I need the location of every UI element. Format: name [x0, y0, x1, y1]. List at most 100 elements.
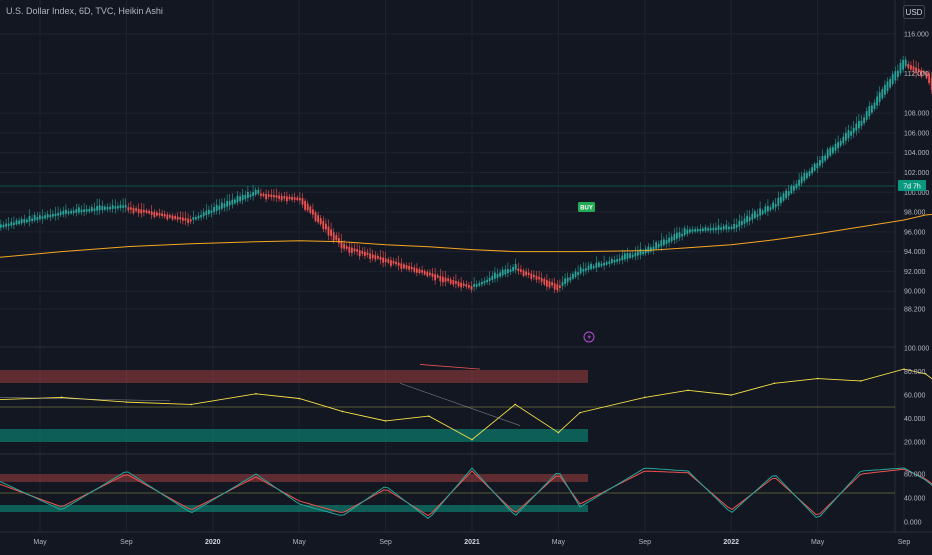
rsi-point [903, 368, 905, 370]
candle [852, 127, 855, 134]
candle [96, 205, 98, 211]
candle [806, 172, 808, 179]
candle [301, 198, 304, 205]
candle [192, 217, 195, 220]
candle [897, 70, 899, 77]
candle [176, 216, 179, 220]
moving-average-layer [0, 213, 932, 260]
candle [650, 247, 652, 252]
candle [325, 223, 327, 230]
price-tick-label: 100.000 [904, 190, 929, 197]
candle [410, 266, 413, 270]
candle [754, 211, 756, 219]
candle [231, 199, 234, 205]
candle [163, 214, 166, 217]
stoch-k-line [0, 467, 932, 520]
candle [52, 214, 54, 217]
candle [686, 229, 689, 234]
candle [514, 264, 517, 270]
candle [904, 59, 907, 67]
candle [863, 117, 865, 124]
candle [158, 212, 161, 216]
candle [699, 228, 702, 232]
candle [808, 171, 811, 176]
candle [605, 262, 608, 265]
candle [356, 249, 358, 252]
time-tick-label: 2020 [205, 539, 221, 546]
price-axis[interactable]: 116.000 112.000 108.000 106.000 104.000 102.0… [904, 32, 929, 527]
candle [683, 228, 686, 236]
candle [213, 206, 215, 212]
candle [616, 259, 618, 262]
candle [592, 265, 595, 269]
candle [39, 215, 41, 220]
rsi-point [514, 403, 516, 406]
price-tick-label: 112.000 [904, 71, 929, 78]
candle [135, 208, 137, 211]
rsi-point [60, 396, 63, 399]
candle [122, 205, 124, 208]
candle [109, 206, 111, 210]
candle [501, 269, 504, 276]
candle [790, 185, 793, 194]
candle [728, 226, 730, 230]
candle [512, 266, 514, 271]
candle [335, 235, 338, 241]
candle [330, 229, 332, 236]
candle [603, 262, 605, 266]
currency-button[interactable]: USD [903, 5, 925, 19]
rsi-line [0, 368, 932, 441]
candle [379, 256, 382, 260]
candle [384, 258, 387, 263]
candle [889, 79, 891, 88]
candle [117, 205, 119, 209]
candle [504, 269, 507, 275]
time-axis[interactable]: MaySep2020MaySep2021MaySep2022MaySep2023… [33, 539, 932, 546]
candle [423, 270, 426, 275]
time-tick-label: May [33, 539, 47, 546]
candle [878, 92, 881, 102]
candle [431, 273, 434, 277]
candle [140, 209, 143, 214]
candle [208, 209, 210, 215]
candle [317, 215, 319, 223]
rsi-point [298, 397, 301, 400]
candle [548, 281, 551, 288]
candle [585, 268, 587, 271]
candle [522, 270, 525, 276]
candle [26, 219, 28, 223]
candle [434, 274, 436, 281]
candle [577, 272, 579, 276]
lightning-icon[interactable] [583, 331, 595, 343]
candle [912, 66, 915, 71]
candle [530, 273, 533, 279]
candle [767, 205, 769, 212]
candle [611, 258, 613, 264]
candle [707, 228, 709, 231]
candle [920, 69, 923, 77]
candle [668, 237, 670, 243]
rsi-point [255, 393, 257, 395]
candle [772, 202, 774, 209]
candle [868, 106, 871, 117]
candle [338, 237, 340, 244]
candle [327, 226, 330, 236]
candle [444, 277, 447, 282]
candle [691, 229, 694, 232]
candle [137, 208, 140, 214]
candle [730, 226, 733, 230]
rsi-tick-label: 60.000 [904, 393, 926, 400]
rsi-point [773, 382, 776, 385]
candle [673, 234, 676, 241]
candle [621, 255, 624, 261]
candle [507, 269, 509, 274]
candle [358, 250, 361, 257]
candle [291, 196, 293, 200]
candle [759, 208, 761, 216]
candle [712, 227, 715, 231]
candle [91, 207, 93, 212]
candle [202, 212, 205, 217]
price-tick-label: 108.000 [904, 111, 929, 118]
